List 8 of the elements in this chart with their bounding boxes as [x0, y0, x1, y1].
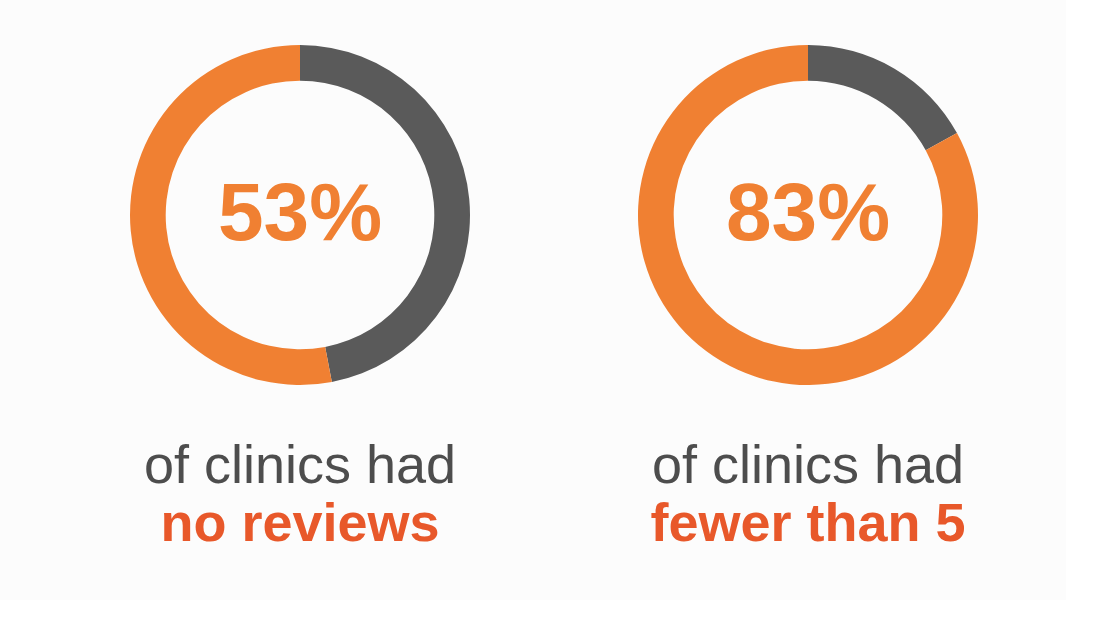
text: no reviews — [160, 492, 440, 552]
data-label: 53% — [217, 166, 383, 257]
donut-slice — [638, 45, 978, 385]
text: of clinics had — [143, 434, 457, 494]
donut-slice — [808, 45, 957, 151]
text: fewer than 5 — [650, 492, 966, 552]
text: of clinics had — [651, 434, 965, 494]
data-label: 83% — [725, 166, 891, 257]
